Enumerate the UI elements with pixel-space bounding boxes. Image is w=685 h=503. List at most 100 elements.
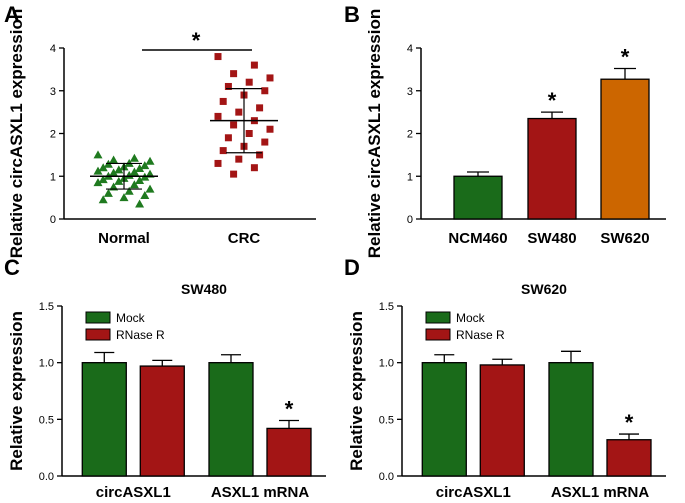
panel-a-y-tick-label: 0 bbox=[50, 214, 56, 226]
panel-b-bar-sw480 bbox=[527, 117, 577, 220]
panel-b-y-tick-label: 4 bbox=[407, 43, 413, 55]
panel-b-x-tick-label: SW480 bbox=[527, 230, 576, 247]
panel-a-y-axis-title: Relative circASXL1 expression bbox=[7, 9, 26, 258]
panel-a-point-crc bbox=[214, 112, 222, 120]
panel-b-bar-ncm460 bbox=[453, 175, 503, 220]
panel-a-x-tick-label: Normal bbox=[98, 230, 150, 247]
panel-a-point-crc bbox=[214, 159, 222, 167]
panel-a-point-crc bbox=[256, 104, 264, 112]
panel-d-y-tick-label: 1.0 bbox=[379, 358, 394, 370]
panel-c-y-tick-label: 0.5 bbox=[39, 414, 54, 426]
panel-a-y-tick-label: 4 bbox=[50, 43, 56, 55]
panel-a-point-normal bbox=[145, 184, 155, 193]
panel-d-legend-label: RNase R bbox=[456, 328, 505, 342]
panel-d-legend-swatch-mock bbox=[425, 311, 451, 324]
panel-a-point-normal bbox=[98, 195, 108, 204]
panel-b-y-axis-title: Relative circASXL1 expression bbox=[365, 9, 384, 258]
panel-c-y-tick-label: 1.5 bbox=[39, 301, 54, 313]
panel-a-point-normal bbox=[124, 186, 134, 195]
panel-a-point-crc bbox=[230, 70, 238, 78]
panel-a-point-crc bbox=[214, 53, 222, 61]
panel-a-point-crc bbox=[245, 130, 253, 137]
panel-c-legend-swatch-rnase-r bbox=[85, 328, 111, 341]
panel-a-point-normal bbox=[135, 176, 145, 185]
panel-label-a: A bbox=[4, 2, 20, 27]
panel-b-bar-chart: 0 1 2 3 4 Relative circASXL1 expression NCM460… bbox=[365, 9, 666, 258]
panel-b-significance-marker: * bbox=[621, 45, 630, 70]
panel-label-d: D bbox=[344, 255, 360, 280]
panel-b-x-tick-label: NCM460 bbox=[448, 230, 507, 247]
panel-d-y-tick-label: 0.0 bbox=[379, 471, 394, 483]
panel-a-point-crc bbox=[261, 87, 269, 95]
panel-a-y-tick-label: 2 bbox=[50, 129, 56, 141]
panel-a-point-crc bbox=[235, 108, 243, 116]
panel-a-point-normal bbox=[103, 188, 113, 197]
panel-a-point-normal bbox=[129, 180, 139, 189]
panel-a-point-crc bbox=[250, 164, 258, 172]
panel-a-point-crc bbox=[266, 125, 274, 133]
panel-c-title: SW480 bbox=[181, 281, 227, 297]
panel-c-bar-mock bbox=[81, 362, 127, 477]
panel-a-point-crc bbox=[235, 155, 243, 163]
panel-a-point-crc bbox=[250, 61, 258, 69]
panel-a-point-normal bbox=[109, 182, 119, 191]
panel-a-point-normal bbox=[140, 190, 150, 199]
panel-a-point-crc bbox=[224, 82, 232, 90]
panel-c-y-axis-title: Relative expression bbox=[7, 311, 26, 471]
panel-b-y-tick-label: 2 bbox=[407, 129, 413, 141]
panel-a-point-crc bbox=[219, 97, 227, 105]
panel-d-bar-rnase-r bbox=[606, 439, 652, 477]
panel-c-y-tick-label: 1.0 bbox=[39, 358, 54, 370]
panel-a-point-normal bbox=[129, 153, 139, 162]
panel-a-point-normal bbox=[140, 161, 150, 170]
panel-a-point-normal bbox=[129, 167, 139, 176]
panel-b-bar-sw620 bbox=[600, 78, 650, 220]
panel-a-point-crc bbox=[245, 78, 253, 86]
panel-d-title: SW620 bbox=[521, 281, 567, 297]
panel-d-y-tick-label: 0.5 bbox=[379, 414, 394, 426]
panel-a-point-normal bbox=[145, 156, 155, 165]
panel-d-bar-mock bbox=[548, 362, 594, 477]
panel-a-point-crc bbox=[256, 151, 264, 159]
panel-d-x-tick-label: ASXL1 mRNA bbox=[551, 484, 650, 501]
panel-c-legend-label: Mock bbox=[116, 311, 146, 325]
panel-a-point-normal bbox=[109, 155, 119, 164]
panel-c-significance-marker: * bbox=[285, 396, 294, 421]
panel-d-y-tick-label: 1.5 bbox=[379, 301, 394, 313]
panel-a-point-normal bbox=[93, 150, 103, 159]
panel-b-x-tick-label: SW620 bbox=[600, 230, 649, 247]
panel-d-bar-rnase-r bbox=[479, 364, 525, 477]
panel-c-bar-chart: 0.0 0.5 1.0 1.5 Relative expression SW480 circ… bbox=[7, 281, 326, 501]
panel-a-y-tick-label: 3 bbox=[50, 86, 56, 98]
panel-d-bar-mock bbox=[421, 362, 467, 477]
panel-c-legend-label: RNase R bbox=[116, 328, 165, 342]
panel-a-point-normal bbox=[135, 199, 145, 208]
panel-d-legend-label: Mock bbox=[456, 311, 486, 325]
panel-d-bar-chart: 0.0 0.5 1.0 1.5 Relative expression SW620 circ… bbox=[347, 281, 666, 501]
panel-a-point-crc bbox=[230, 170, 238, 178]
panel-c-x-tick-label: circASXL1 bbox=[96, 484, 171, 501]
panel-b-significance-marker: * bbox=[548, 88, 557, 113]
panel-label-c: C bbox=[4, 255, 20, 280]
panel-a-significance-marker: * bbox=[192, 28, 201, 53]
panel-label-b: B bbox=[344, 2, 360, 27]
panel-a-point-normal bbox=[109, 168, 119, 177]
panel-a-point-crc bbox=[261, 138, 269, 146]
panel-a-point-crc bbox=[230, 121, 238, 129]
panel-a-scatter: 0 1 2 3 4 Relative circASXL1 expression Normal… bbox=[7, 9, 316, 258]
panel-c-y-tick-label: 0.0 bbox=[39, 471, 54, 483]
panel-b-y-tick-label: 0 bbox=[407, 214, 413, 226]
panel-a-point-normal bbox=[135, 164, 145, 173]
panel-c-bar-rnase-r bbox=[139, 365, 185, 477]
panel-a-point-normal bbox=[119, 193, 129, 202]
panel-a-point-normal bbox=[98, 175, 108, 184]
panel-a-point-normal bbox=[98, 163, 108, 172]
panel-d-legend-swatch-rnase-r bbox=[425, 328, 451, 341]
panel-d-y-axis-title: Relative expression bbox=[347, 311, 366, 471]
panel-a-point-crc bbox=[219, 147, 227, 155]
panel-a-point-normal bbox=[114, 165, 124, 174]
panel-a-point-normal bbox=[93, 178, 103, 187]
panel-c-legend-swatch-mock bbox=[85, 311, 111, 324]
panel-c-bar-rnase-r bbox=[266, 427, 312, 477]
